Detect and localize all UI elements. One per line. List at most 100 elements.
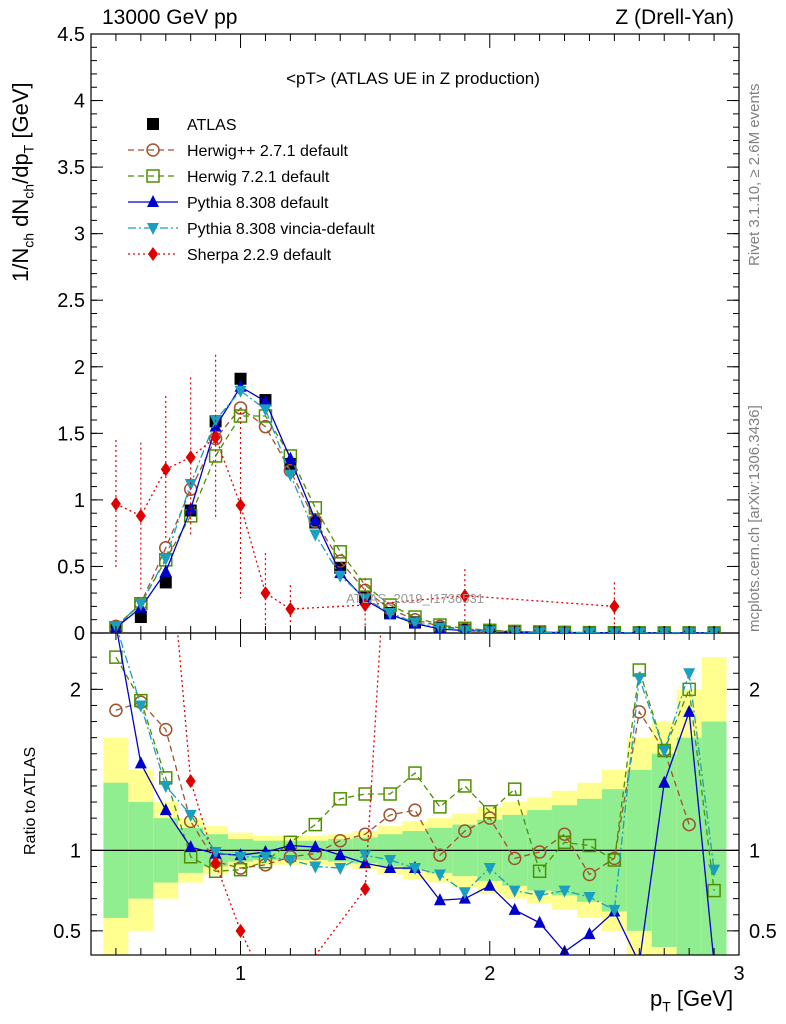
data-marker — [533, 915, 546, 928]
band-inner-bin — [676, 737, 702, 955]
data-marker — [234, 385, 247, 398]
data-marker — [633, 956, 645, 968]
data-marker — [532, 864, 547, 879]
data-marker — [135, 508, 146, 523]
header-process: Z (Drell-Yan) — [615, 6, 734, 29]
ratio-series-sherpa — [177, 633, 382, 996]
legend-label-sherpa: Sherpa 2.2.9 default — [187, 247, 332, 264]
data-marker — [260, 586, 271, 601]
data-marker — [146, 169, 160, 183]
data-marker — [146, 143, 160, 157]
data-marker — [233, 409, 248, 423]
data-marker — [359, 850, 372, 863]
data-marker — [148, 247, 158, 261]
data-marker — [309, 861, 322, 874]
main-series-sherpa — [110, 354, 620, 633]
data-marker — [334, 848, 347, 861]
x-tick-label: 1 — [235, 963, 246, 985]
data-marker — [632, 705, 647, 719]
ratio-panel-series — [109, 633, 721, 996]
data-marker — [507, 782, 522, 796]
data-marker — [508, 902, 521, 915]
data-marker — [334, 863, 347, 876]
x-axis-label: pT [GeV] — [650, 986, 734, 1015]
ratio-y-axis-label: Ratio to ATLAS — [22, 746, 39, 855]
data-marker — [134, 756, 147, 769]
data-marker — [433, 800, 447, 814]
data-marker — [147, 118, 159, 130]
data-marker — [358, 787, 372, 801]
main-y-axis-label: 1/Nch dNch/dpT [GeV] — [8, 82, 37, 282]
data-marker — [260, 977, 270, 991]
data-marker — [557, 835, 572, 850]
data-marker — [582, 838, 597, 853]
data-marker — [384, 608, 397, 621]
data-marker — [259, 851, 272, 864]
data-marker — [134, 598, 147, 611]
main-line-sherpa — [115, 436, 615, 610]
data-marker — [458, 779, 472, 793]
data-marker — [408, 803, 422, 817]
data-marker — [658, 775, 671, 788]
data-marker — [582, 867, 597, 882]
data-marker — [458, 621, 472, 633]
data-marker — [309, 512, 322, 525]
data-marker — [234, 851, 247, 864]
band-inner-bin — [701, 721, 727, 955]
data-marker — [285, 982, 295, 996]
data-marker — [159, 803, 172, 816]
data-marker — [360, 881, 371, 896]
data-marker — [333, 833, 347, 848]
main-y-tick-label: 3 — [74, 224, 85, 246]
data-marker — [159, 722, 173, 737]
data-marker — [147, 195, 159, 207]
x-tick-label: 2 — [484, 963, 495, 985]
data-marker — [459, 588, 470, 603]
main-y-tick-label: 2 — [74, 357, 85, 379]
data-marker — [284, 451, 297, 464]
data-marker — [683, 668, 696, 681]
data-marker — [110, 496, 121, 511]
data-marker — [309, 529, 322, 542]
data-marker — [683, 704, 696, 717]
main-y-tick-label: 1.5 — [57, 423, 85, 445]
data-marker — [235, 923, 246, 938]
data-marker — [334, 570, 347, 583]
legend-label-vincia: Pythia 8.308 vincia-default — [187, 221, 375, 238]
data-marker — [159, 564, 172, 577]
data-marker — [159, 780, 172, 793]
main-y-tick-label: 4.5 — [57, 24, 85, 46]
mcplots-label: mcplots.cern.ch [arXiv:1306.3436] — [746, 405, 763, 632]
data-marker — [359, 856, 372, 869]
data-marker — [184, 840, 197, 853]
axis-ticks: 0 0.5 1 1.5 2 2.5 3 3.5 4 4.5 0.5 0.5 1 1 2 2 1 2 3 — [53, 24, 777, 985]
data-marker — [134, 700, 147, 713]
analysis-watermark: ATLAS_2019_I1736531 — [346, 591, 484, 606]
ratio-series-vincia — [117, 633, 721, 917]
main-y-tick-label: 0.5 — [57, 556, 85, 578]
data-marker — [184, 809, 197, 822]
header-energy: 13000 GeV pp — [102, 6, 238, 29]
ratio-y-tick-label-right: 0.5 — [749, 921, 777, 943]
data-marker — [284, 838, 297, 851]
data-marker — [333, 545, 347, 559]
data-marker — [682, 682, 696, 697]
data-marker — [159, 553, 172, 566]
ratio-y-tick-label: 1 — [70, 840, 81, 862]
ratio-y-tick-label-right: 2 — [749, 679, 760, 701]
rivet-version-label: Rivet 3.1.10, ≥ 2.6M events — [746, 83, 763, 267]
data-marker — [458, 824, 472, 838]
data-marker — [433, 848, 447, 862]
x-tick-label: 3 — [733, 963, 744, 985]
data-marker — [284, 469, 297, 482]
main-y-tick-label: 0 — [74, 623, 85, 645]
data-marker — [533, 890, 546, 903]
data-marker — [409, 863, 421, 876]
data-marker — [160, 462, 171, 477]
main-y-tick-label: 1 — [74, 490, 85, 512]
data-marker — [185, 774, 196, 789]
main-y-tick-label: 4 — [74, 91, 85, 113]
data-marker — [508, 885, 521, 898]
data-marker — [408, 766, 422, 780]
data-marker — [682, 817, 696, 832]
